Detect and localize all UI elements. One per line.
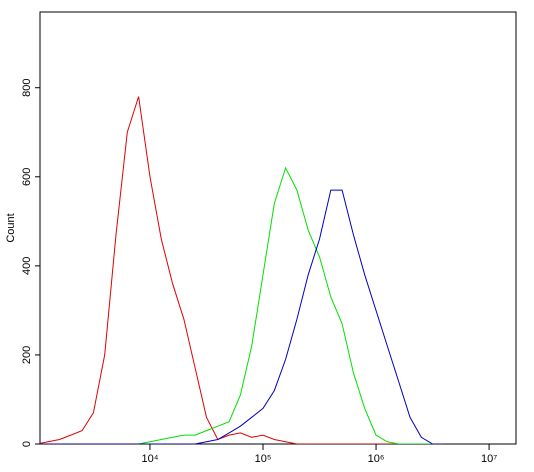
x-tick-label: 10⁵ bbox=[255, 453, 272, 465]
series-line bbox=[40, 189, 444, 444]
y-tick-label: 200 bbox=[21, 346, 33, 364]
plot-frame bbox=[39, 11, 517, 445]
y-tick-label: 800 bbox=[21, 79, 33, 97]
x-tick-label: 10⁴ bbox=[141, 453, 158, 465]
x-tick-label: 10⁷ bbox=[481, 453, 497, 465]
series-line bbox=[40, 96, 444, 444]
y-tick-label: 600 bbox=[21, 168, 33, 186]
y-axis-label: Count bbox=[5, 213, 17, 242]
x-tick-label: 10⁶ bbox=[368, 453, 385, 465]
y-tick-label: 0 bbox=[21, 441, 33, 447]
y-tick-label: 400 bbox=[21, 257, 33, 275]
series-line bbox=[40, 166, 444, 444]
